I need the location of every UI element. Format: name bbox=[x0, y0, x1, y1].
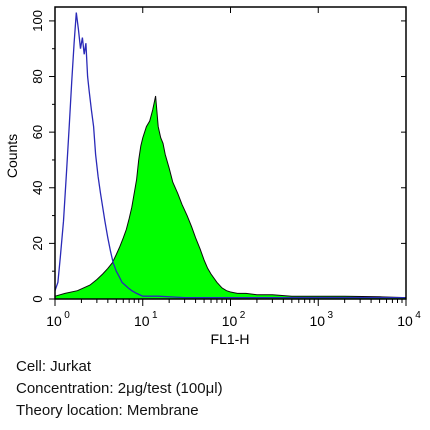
plot-frame bbox=[54, 6, 407, 300]
x-tick-label: 10 bbox=[222, 313, 238, 329]
x-tick-label: 10 bbox=[46, 313, 62, 329]
y-tick-label: 100 bbox=[30, 10, 45, 32]
y-tick-label: 20 bbox=[30, 236, 45, 250]
filled-histogram-series bbox=[54, 95, 407, 300]
outline-histogram-series bbox=[54, 12, 406, 299]
y-axis-label: Counts bbox=[4, 134, 20, 178]
y-tick-label: 80 bbox=[30, 69, 45, 83]
x-axis-label: FL1-H bbox=[211, 331, 250, 347]
x-tick-exponent: 1 bbox=[152, 310, 158, 321]
x-tick-label: 10 bbox=[134, 313, 150, 329]
x-tick-exponent: 0 bbox=[64, 310, 70, 321]
caption-cell: Cell: Jurkat bbox=[16, 358, 92, 375]
y-tick-label: 60 bbox=[30, 125, 45, 139]
y-tick-label: 0 bbox=[30, 295, 45, 302]
x-tick-exponent: 4 bbox=[415, 310, 421, 321]
caption-concentration: Concentration: 2μg/test (100μl) bbox=[16, 380, 223, 397]
x-tick-label: 10 bbox=[397, 313, 413, 329]
x-tick-exponent: 3 bbox=[327, 310, 333, 321]
x-tick-exponent: 2 bbox=[240, 310, 246, 321]
x-tick-label: 10 bbox=[309, 313, 325, 329]
y-tick-label: 40 bbox=[30, 181, 45, 195]
series-layer bbox=[54, 12, 407, 300]
caption-location: Theory location: Membrane bbox=[16, 402, 199, 419]
